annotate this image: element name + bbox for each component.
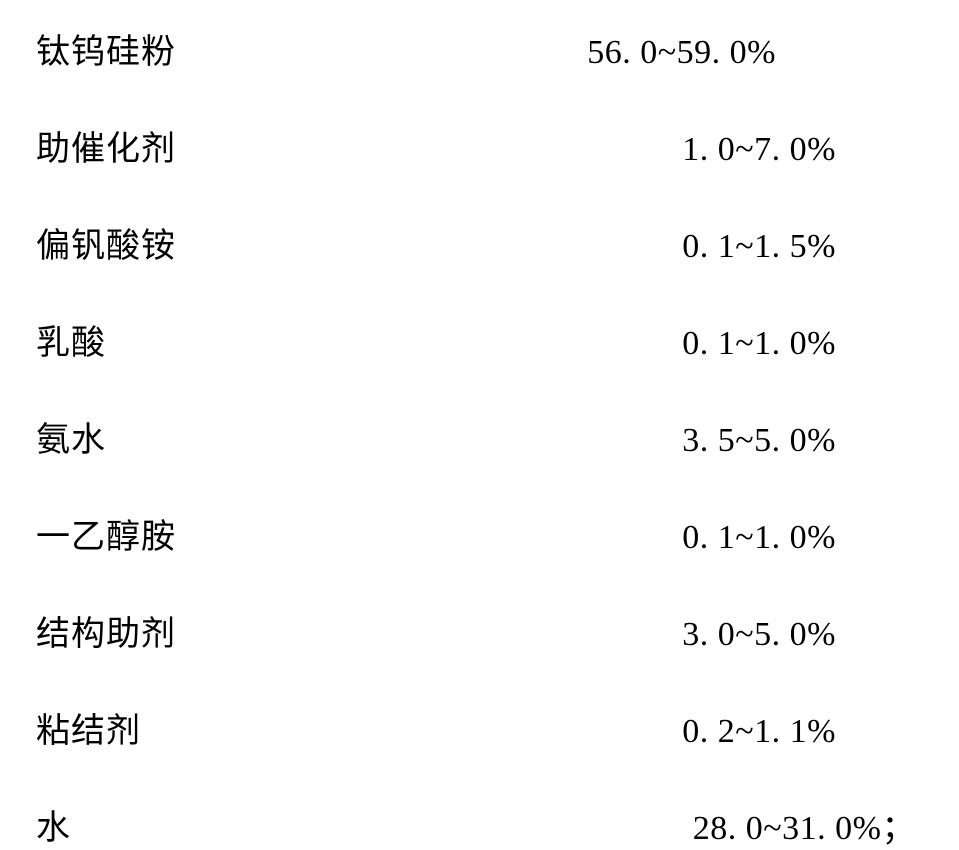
composition-table: 钛钨硅粉 56. 0~59. 0% 助催化剂 1. 0~7. 0% 偏钒酸铵 0… — [36, 24, 836, 849]
table-row: 偏钒酸铵 0. 1~1. 5% — [36, 218, 836, 267]
component-value: 0. 1~1. 5% — [682, 228, 836, 266]
component-value: 56. 0~59. 0% — [587, 34, 776, 72]
component-label: 乳酸 — [36, 315, 106, 364]
table-row: 粘结剂 0. 2~1. 1% — [36, 703, 836, 752]
component-label: 水 — [36, 800, 71, 849]
table-row: 结构助剂 3. 0~5. 0% — [36, 606, 836, 655]
table-row: 乳酸 0. 1~1. 0% — [36, 315, 836, 364]
component-value: 1. 0~7. 0% — [682, 131, 836, 169]
table-row: 氨水 3. 5~5. 0% — [36, 412, 836, 461]
component-label: 钛钨硅粉 — [36, 24, 176, 73]
component-value: 28. 0~31. 0%； — [693, 800, 916, 849]
table-row: 一乙醇胺 0. 1~1. 0% — [36, 509, 836, 558]
component-label: 偏钒酸铵 — [36, 218, 176, 267]
table-row: 钛钨硅粉 56. 0~59. 0% — [36, 24, 776, 73]
table-row: 水 28. 0~31. 0%； — [36, 800, 916, 849]
component-label: 粘结剂 — [36, 703, 141, 752]
component-value: 3. 0~5. 0% — [682, 616, 836, 654]
component-value: 3. 5~5. 0% — [682, 422, 836, 460]
component-value: 0. 2~1. 1% — [682, 713, 836, 751]
component-value: 0. 1~1. 0% — [682, 519, 836, 557]
component-label: 结构助剂 — [36, 606, 176, 655]
component-label: 一乙醇胺 — [36, 509, 176, 558]
table-row: 助催化剂 1. 0~7. 0% — [36, 121, 836, 170]
component-label: 助催化剂 — [36, 121, 176, 170]
component-value: 0. 1~1. 0% — [682, 325, 836, 363]
component-label: 氨水 — [36, 412, 106, 461]
